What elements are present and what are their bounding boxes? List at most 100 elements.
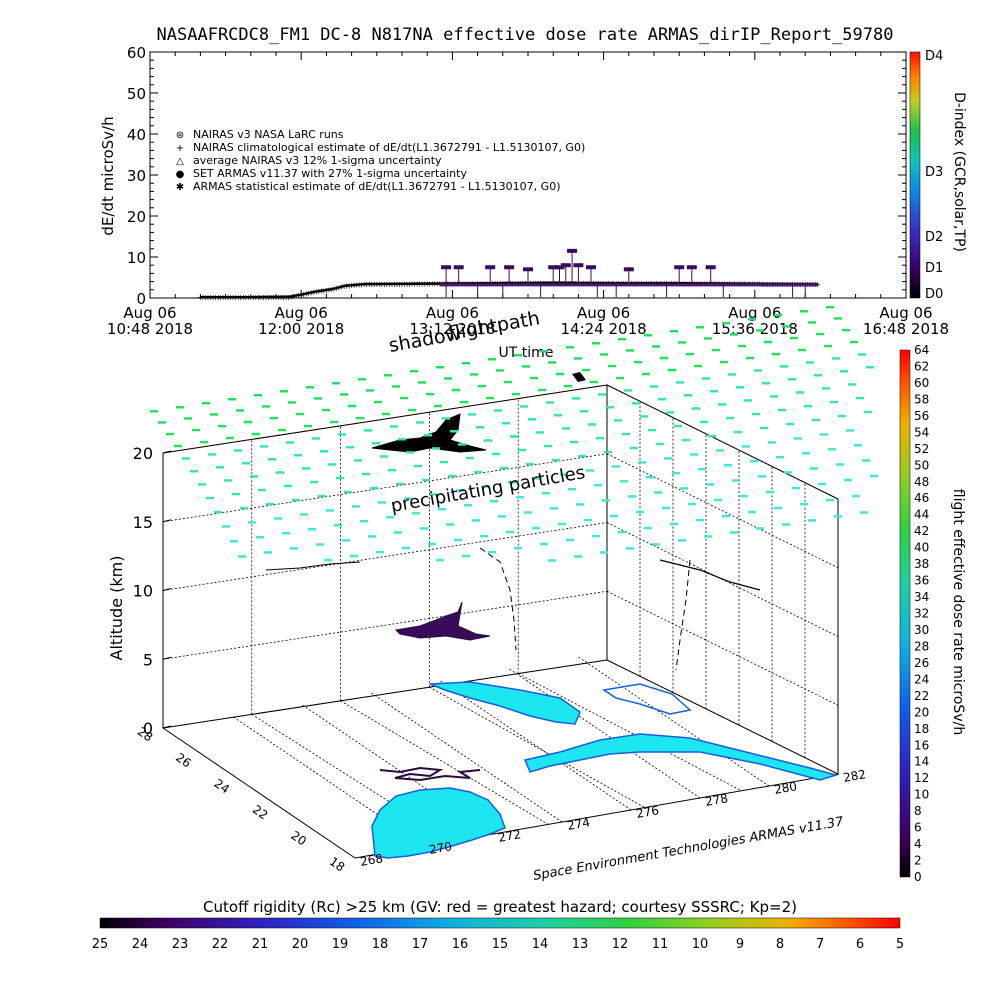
- particle-mark: [374, 400, 382, 404]
- particle-mark: [390, 425, 398, 428]
- particle-mark: [466, 456, 474, 460]
- particle-mark: [292, 498, 300, 502]
- particle-mark: [666, 411, 674, 414]
- altitude-tick: [162, 656, 172, 660]
- particle-mark: [774, 506, 782, 510]
- longitude-tick-label: 282: [842, 767, 867, 785]
- top-x-tick-label-date: Aug 06: [728, 304, 781, 322]
- particle-mark: [710, 390, 718, 393]
- particle-mark: [718, 403, 726, 406]
- particle-mark: [530, 376, 538, 380]
- particle-mark: [492, 452, 500, 456]
- particle-mark: [850, 340, 858, 344]
- cutoff-rigidity-tick-label: 18: [372, 937, 389, 952]
- particle-mark: [678, 341, 686, 344]
- wall-grid-line: [606, 453, 839, 569]
- particle-mark: [656, 442, 664, 446]
- particle-mark: [720, 360, 728, 364]
- altitude-3d-plot: shadow flightpath precipitating particle…: [107, 306, 966, 884]
- particle-mark: [688, 502, 696, 506]
- particle-mark: [696, 326, 704, 329]
- baseline-marker: +: [212, 293, 219, 302]
- top-x-tick-label-time: 13:12 2018: [409, 320, 495, 338]
- particle-mark: [590, 380, 598, 384]
- particle-mark: [592, 534, 600, 538]
- particle-mark: [860, 511, 868, 514]
- baseline-marker: +: [270, 293, 277, 302]
- particle-mark: [302, 467, 310, 470]
- flight-trajectory-vertical-right: [675, 559, 691, 671]
- baseline-marker: +: [409, 280, 416, 289]
- dose-rate-ticks: 0246810121416182022242628303234363840424…: [914, 343, 929, 884]
- particle-mark: [582, 368, 590, 372]
- particle-mark: [366, 389, 374, 392]
- longitude-ticks: 268 270 272 274 276 278 280 282: [359, 767, 867, 869]
- dose-rate-tick-label: 10: [914, 788, 929, 802]
- particle-mark: [238, 555, 246, 558]
- particle-mark: [708, 434, 716, 438]
- particle-mark: [320, 450, 328, 453]
- particle-mark: [206, 496, 214, 500]
- particle-mark: [744, 399, 752, 402]
- latitude-tick-label: 24: [212, 776, 233, 796]
- particle-mark: [318, 494, 326, 498]
- particle-mark: [824, 344, 832, 348]
- particle-mark: [674, 424, 682, 428]
- baseline-marker: +: [396, 280, 403, 289]
- dose-rate-tick-label: 62: [914, 359, 929, 373]
- particle-mark: [200, 440, 208, 444]
- cutoff-rigidity-tick-label: 24: [132, 937, 149, 952]
- particle-mark: [464, 504, 472, 507]
- particle-mark: [494, 409, 502, 412]
- particle-mark: [692, 407, 700, 410]
- legend-symbol: +: [176, 143, 184, 154]
- particle-mark: [382, 412, 390, 416]
- baseline-marker: +: [331, 285, 338, 294]
- d-index-tick-label: D4: [925, 49, 943, 64]
- particle-mark: [616, 376, 624, 380]
- armas-point: [560, 263, 571, 268]
- particle-mark: [350, 554, 358, 558]
- dose-rate-tick-label: 18: [914, 722, 929, 736]
- dose-rate-tick-label: 30: [914, 623, 929, 637]
- particle-mark: [266, 502, 274, 506]
- legend-symbol: ⊛: [176, 130, 184, 141]
- dose-rate-tick-label: 44: [914, 508, 929, 522]
- particle-mark: [420, 527, 428, 530]
- particle-mark: [518, 448, 526, 452]
- floor-grid-line: [300, 703, 494, 835]
- particle-mark: [294, 454, 302, 457]
- particle-mark: [580, 410, 588, 413]
- floor-grid-line: [369, 691, 563, 823]
- particle-mark: [660, 356, 668, 360]
- particle-mark: [816, 332, 824, 336]
- particle-mark: [846, 429, 854, 432]
- particle-mark: [730, 531, 738, 534]
- baseline-marker: +: [426, 280, 433, 289]
- particle-mark: [734, 430, 742, 434]
- baseline-marker: +: [381, 280, 388, 289]
- particle-mark: [626, 349, 634, 352]
- baseline-marker: +: [285, 293, 292, 302]
- particle-mark: [248, 521, 256, 524]
- baseline-marker: +: [255, 293, 262, 302]
- top-y-tick-label: 10: [127, 249, 146, 267]
- particle-mark: [738, 344, 746, 348]
- baseline-marker: +: [290, 292, 297, 301]
- flight-track-top-start: [572, 372, 586, 382]
- particle-mark: [764, 340, 772, 344]
- particle-mark: [496, 369, 504, 372]
- particle-mark: [706, 483, 714, 486]
- baseline-marker: +: [336, 283, 343, 292]
- dose-rate-tick-label: 46: [914, 491, 929, 505]
- armas-point: [623, 267, 634, 272]
- particle-mark: [174, 444, 182, 448]
- particle-mark: [278, 428, 286, 432]
- particle-mark: [314, 397, 322, 400]
- baseline-marker: +: [210, 293, 217, 302]
- d-index-tick-label: D0: [925, 287, 943, 302]
- baseline-marker: +: [227, 293, 234, 302]
- floor-grid-line: [231, 715, 425, 847]
- particle-mark: [756, 329, 764, 332]
